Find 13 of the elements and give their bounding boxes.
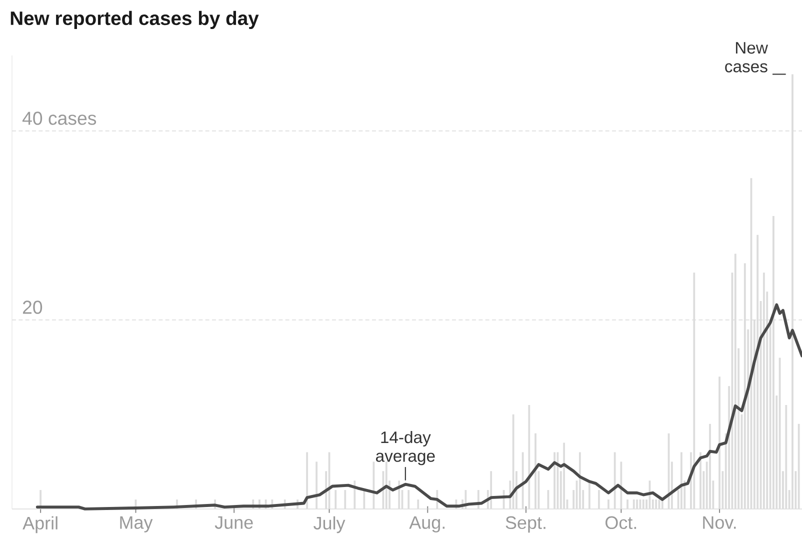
y-tick-label: 40 cases <box>22 112 96 125</box>
x-tick-label: Nov. <box>703 516 736 529</box>
x-tick-label: Oct. <box>606 516 636 530</box>
x-tick-label: June <box>214 516 253 529</box>
chart-title: New reported cases by day <box>10 10 259 29</box>
x-tick-label: May <box>120 516 153 532</box>
x-tick-label: April <box>22 516 58 534</box>
annotation: New cases <box>725 42 768 72</box>
x-tick-label: Sept. <box>506 516 546 533</box>
annotation: 14-day average <box>376 430 435 466</box>
x-tick-label: Aug. <box>409 516 445 532</box>
x-tick-label: July <box>314 516 346 534</box>
y-tick-label: 20 <box>22 300 42 314</box>
